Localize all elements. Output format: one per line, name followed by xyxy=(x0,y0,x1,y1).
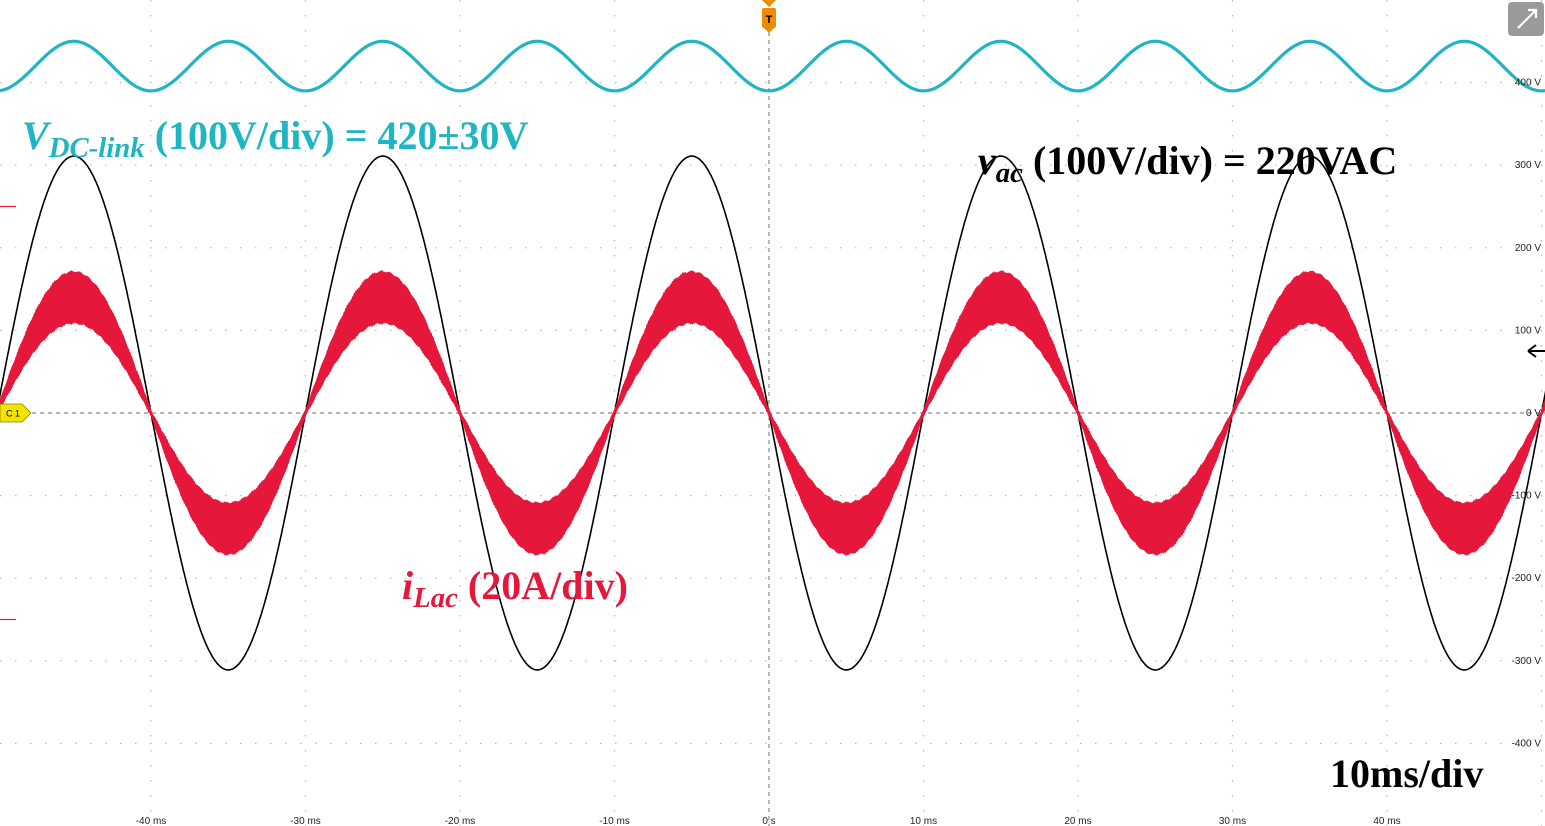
vdc-text: (100V/div) = 420±30V xyxy=(144,113,529,158)
voltage-tick-label: 400 V xyxy=(1515,78,1541,89)
vdc-link-trace xyxy=(0,39,1545,93)
voltage-tick-label: -100 V xyxy=(1512,491,1542,502)
tick-labels: -40 ms -30 ms -20 ms -10 ms 0 s 10 ms 20 ms 30 … xyxy=(136,78,1542,826)
voltage-tick-label: -200 V xyxy=(1512,573,1542,584)
ilac-subscript: Lac xyxy=(413,582,458,615)
timebase-label: 10ms/div xyxy=(1330,751,1484,796)
time-tick-label: 20 ms xyxy=(1064,816,1091,826)
time-tick-label: 0 s xyxy=(762,816,775,826)
trigger-marker-label: T xyxy=(766,14,773,26)
vac-symbol: v xyxy=(978,138,996,183)
voltage-tick-label: 300 V xyxy=(1515,160,1541,171)
vdc-link-label: VDC-link (100V/div) = 420±30V xyxy=(22,116,528,163)
ilac-text: (20A/div) xyxy=(457,563,628,608)
time-tick-label: -20 ms xyxy=(445,816,476,826)
voltage-tick-label: -400 V xyxy=(1512,738,1542,749)
trigger-marker: T xyxy=(762,0,776,33)
vac-label: vac (100V/div) = 220VAC xyxy=(978,141,1397,188)
ilac-label: iLac (20A/div) xyxy=(402,566,628,613)
time-tick-label: 40 ms xyxy=(1373,816,1400,826)
time-tick-label: -30 ms xyxy=(290,816,321,826)
vdc-symbol: V xyxy=(22,113,49,158)
vac-text: (100V/div) = 220VAC xyxy=(1022,138,1398,183)
ilac-trace xyxy=(0,269,1545,557)
time-tick-label: 10 ms xyxy=(910,816,937,826)
vac-subscript: ac xyxy=(995,157,1023,190)
voltage-tick-label: 200 V xyxy=(1515,243,1541,254)
time-tick-label: 30 ms xyxy=(1219,816,1246,826)
traces xyxy=(0,39,1545,671)
channel-marker-label: C 1 xyxy=(6,409,20,419)
voltage-tick-label: -300 V xyxy=(1512,656,1542,667)
channel-marker: C 1 xyxy=(0,403,32,423)
level-arrow-icon xyxy=(1527,344,1545,358)
corner-zoom-icon xyxy=(1508,2,1544,36)
voltage-tick-label: 100 V xyxy=(1515,325,1541,336)
voltage-tick-label: 0 V xyxy=(1526,408,1541,419)
ilac-symbol: i xyxy=(402,563,414,608)
time-tick-label: -40 ms xyxy=(136,816,167,826)
vdc-subscript: DC-link xyxy=(48,132,145,165)
markers: T C 1 xyxy=(0,0,1545,621)
time-tick-label: -10 ms xyxy=(599,816,630,826)
